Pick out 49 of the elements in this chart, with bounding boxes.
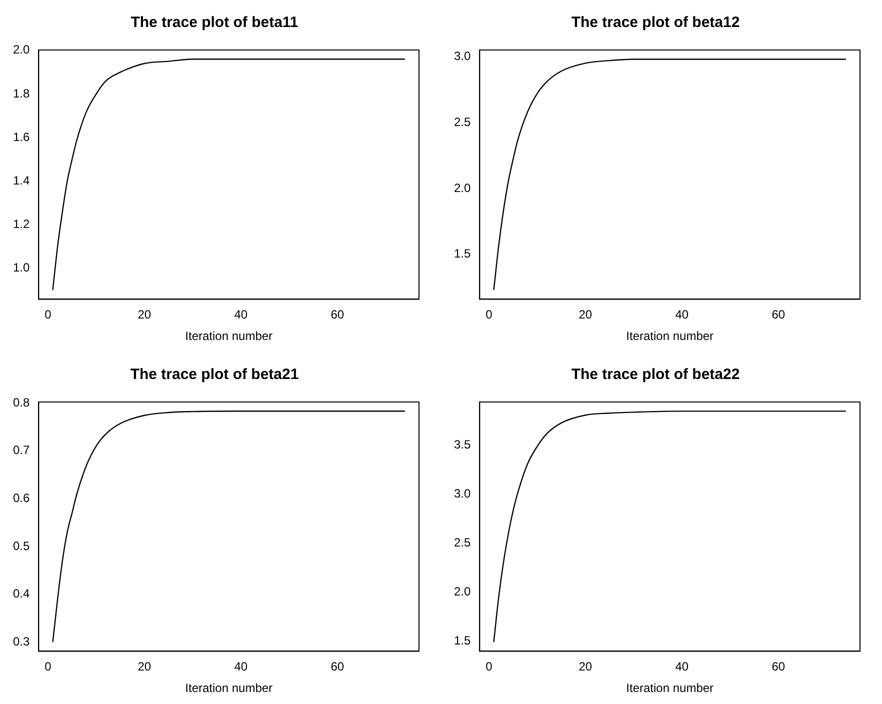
y-tick-label: 3.0 bbox=[454, 48, 471, 63]
x-tick-label: 0 bbox=[486, 660, 493, 674]
y-tick-label: 0.3 bbox=[12, 634, 30, 648]
line-series bbox=[52, 410, 406, 643]
y-tick-label: 2.0 bbox=[12, 42, 30, 57]
x-tick-label: 40 bbox=[234, 660, 248, 674]
line-series bbox=[493, 410, 847, 643]
x-axis-title: Iteration number bbox=[626, 329, 714, 344]
x-tick-label: 0 bbox=[44, 660, 52, 674]
line-series bbox=[493, 58, 847, 291]
y-tick-label: 0.4 bbox=[12, 586, 30, 601]
x-tick-label: 40 bbox=[675, 660, 689, 674]
line-series bbox=[52, 58, 406, 291]
x-tick-label: 20 bbox=[578, 660, 592, 674]
x-tick-label: 0 bbox=[44, 308, 52, 322]
chart-title: The trace plot of beta22 bbox=[571, 366, 740, 384]
y-tick-label: 2.0 bbox=[454, 584, 471, 598]
chart-title: The trace plot of beta12 bbox=[571, 14, 740, 32]
chart-title: The trace plot of beta11 bbox=[130, 14, 298, 32]
x-tick-label: 20 bbox=[138, 660, 152, 674]
x-tick-label: 0 bbox=[486, 308, 493, 322]
x-tick-label: 20 bbox=[578, 308, 592, 322]
y-tick-label: 1.6 bbox=[12, 130, 30, 144]
x-axis-title: Iteration number bbox=[626, 681, 714, 696]
x-tick-label: 20 bbox=[138, 308, 152, 322]
y-tick-label: 2.0 bbox=[454, 180, 471, 195]
x-tick-label: 60 bbox=[772, 308, 786, 322]
x-axis-title: Iteration number bbox=[185, 681, 273, 696]
y-tick-label: 2.5 bbox=[454, 114, 471, 129]
y-tick-label: 3.0 bbox=[454, 486, 471, 501]
x-tick-label: 60 bbox=[772, 660, 786, 674]
y-tick-label: 2.5 bbox=[454, 536, 471, 550]
y-tick-label: 0.7 bbox=[12, 443, 30, 458]
x-tick-label: 60 bbox=[330, 308, 344, 322]
y-tick-label: 1.5 bbox=[454, 633, 471, 648]
y-tick-label: 0.6 bbox=[12, 490, 30, 505]
x-tick-label: 40 bbox=[675, 308, 689, 322]
chart-title: The trace plot of beta21 bbox=[130, 366, 299, 384]
y-tick-label: 0.5 bbox=[12, 538, 30, 553]
x-tick-label: 40 bbox=[234, 308, 248, 322]
y-tick-label: 1.4 bbox=[12, 173, 30, 188]
y-tick-label: 0.8 bbox=[12, 395, 30, 410]
x-axis-title: Iteration number bbox=[185, 329, 273, 344]
y-tick-label: 1.5 bbox=[454, 246, 471, 261]
x-tick-label: 60 bbox=[330, 660, 344, 674]
y-tick-label: 1.0 bbox=[12, 260, 30, 275]
y-tick-label: 1.2 bbox=[12, 217, 30, 232]
y-tick-label: 3.5 bbox=[454, 438, 471, 452]
y-tick-label: 1.8 bbox=[12, 86, 30, 100]
